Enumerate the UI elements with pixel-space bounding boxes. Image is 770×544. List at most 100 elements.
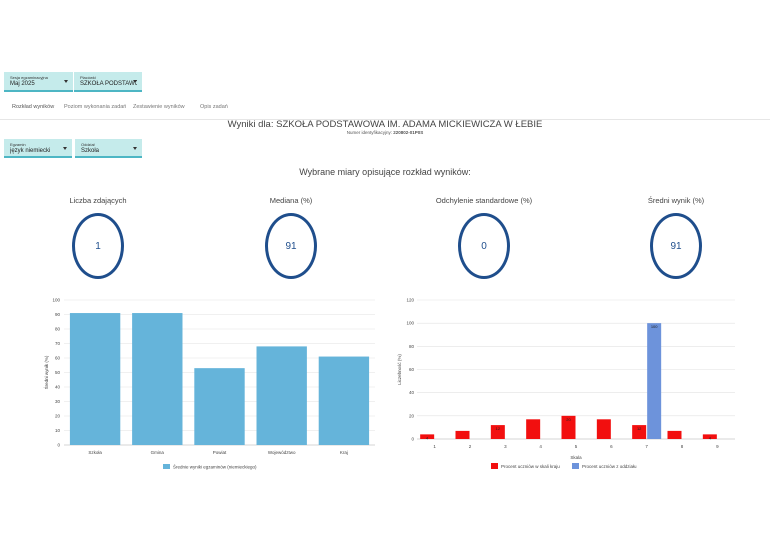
bar	[702, 434, 717, 439]
exam-dropdown-label: Egzamin	[10, 142, 26, 147]
data-label: 12	[496, 426, 501, 431]
average-results-chart: 0 10 20 30 40 50 60 70 80 90 100 Szkoła Gmina Powiat W…	[42, 298, 375, 470]
bar	[561, 415, 576, 439]
x-tick-label: 5	[575, 444, 578, 449]
y-tick-label: 40	[409, 390, 415, 395]
legend-swatch	[572, 463, 579, 469]
y-tick-label: 0	[57, 443, 60, 448]
tab-distribution[interactable]: Rozkład wyników	[12, 104, 55, 110]
y-tick-label: 90	[55, 312, 61, 317]
data-label: 4	[709, 435, 712, 440]
metric-circle-mean: 91	[650, 213, 702, 279]
y-tick-label: 20	[409, 413, 415, 418]
legend-swatch	[163, 464, 170, 469]
y-tick-label: 120	[406, 298, 414, 303]
y-tick-label: 100	[406, 321, 414, 326]
y-tick-label: 60	[409, 367, 415, 372]
bar	[132, 313, 183, 445]
exam-dropdown-value: język niemiecki	[10, 148, 51, 154]
section-title: Wybrane miary opisujące rozkład wyników:	[299, 167, 471, 177]
bar	[667, 430, 682, 439]
metric-circle-count: 1	[72, 213, 124, 279]
y-tick-label: 70	[55, 341, 61, 346]
x-tick-label: 2	[469, 444, 472, 449]
x-tick-label: Gmina	[151, 450, 165, 455]
school-id: Numer identyfikacyjny: 220802-01P0S	[0, 130, 770, 135]
bar	[490, 425, 505, 439]
legend-swatch	[491, 463, 498, 469]
y-tick-label: 30	[55, 399, 61, 404]
y-tick-label: 10	[55, 428, 61, 433]
metric-value-stddev: 0	[481, 240, 487, 252]
x-tick-label: 3	[504, 444, 507, 449]
y-tick-label: 80	[409, 344, 415, 349]
x-tick-label: Kraj	[340, 450, 348, 455]
metric-label-mean: Średni wynik (%)	[647, 196, 705, 205]
legend-label: Średnie wyniki egzaminów (niemieckiego)	[173, 463, 257, 470]
chevron-down-icon	[133, 80, 137, 83]
bar	[596, 419, 611, 439]
school-dropdown-label: Placówki	[80, 75, 96, 80]
y-tick-label: 50	[55, 370, 61, 375]
bar	[69, 313, 121, 445]
school-id-value: 220802-01P0S	[393, 130, 424, 135]
x-tick-label: 1	[433, 444, 436, 449]
y-tick-label: 0	[411, 437, 414, 442]
unit-dropdown-value: Szkoła	[81, 148, 100, 154]
x-tick-label: 9	[716, 444, 719, 449]
metric-circle-stddev: 0	[458, 213, 510, 279]
school-dropdown[interactable]: Placówki SZKOŁA PODSTAWOWA...	[74, 72, 142, 92]
metric-label-count: Liczba zdających	[69, 196, 127, 205]
tab-summary[interactable]: Zestawienie wyników	[133, 104, 185, 110]
y-tick-label: 60	[55, 356, 61, 361]
metric-label-stddev: Odchylenie standardowe (%)	[435, 196, 533, 205]
data-label: 20	[566, 417, 571, 422]
x-tick-label: Szkoła	[88, 450, 102, 455]
x-tick-label: 6	[610, 444, 613, 449]
chevron-down-icon	[64, 80, 68, 83]
bar	[455, 430, 470, 439]
legend-label: Procent uczniów w skali kraju	[501, 464, 560, 469]
session-dropdown[interactable]: Sesja egzaminacyjna Maj 2025	[4, 72, 73, 92]
bar	[632, 425, 647, 439]
tab-task-description[interactable]: Opis zadań	[200, 104, 228, 110]
y-tick-label: 80	[55, 327, 61, 332]
y-tick-label: 40	[55, 385, 61, 390]
bar	[256, 346, 307, 445]
tab-bar: Rozkład wyników Poziom wykonania zadań Z…	[0, 101, 770, 120]
x-tick-label: 7	[645, 444, 648, 449]
unit-dropdown-label: Oddział	[81, 142, 95, 147]
session-dropdown-value: Maj 2025	[10, 81, 35, 87]
bar	[194, 368, 245, 445]
x-axis-label: Skala	[570, 455, 582, 460]
y-tick-label: 100	[52, 298, 60, 303]
session-dropdown-label: Sesja egzaminacyjna	[10, 75, 48, 80]
school-id-label: Numer identyfikacyjny:	[346, 130, 392, 135]
x-tick-label: Powiat	[213, 450, 227, 455]
x-tick-label: 4	[539, 444, 542, 449]
metric-circle-median: 91	[265, 213, 317, 279]
metric-label-median: Mediana (%)	[269, 196, 313, 205]
data-label: 4	[426, 435, 429, 440]
chevron-down-icon	[133, 147, 137, 150]
data-label: 100	[651, 324, 658, 329]
bar	[318, 356, 370, 445]
x-tick-label: Województwo	[268, 450, 296, 455]
metric-value-median: 91	[285, 240, 297, 252]
school-dropdown-value: SZKOŁA PODSTAWOWA...	[80, 81, 137, 87]
y-axis-label: Średni wynik (%)	[42, 355, 49, 389]
page-title: Wyniki dla: SZKOŁA PODSTAWOWA IM. ADAMA …	[227, 119, 543, 130]
unit-dropdown[interactable]: Oddział Szkoła	[75, 139, 142, 158]
legend-label: Procent uczniów z oddziału	[582, 464, 637, 469]
metric-value-mean: 91	[670, 240, 682, 252]
chevron-down-icon	[63, 147, 67, 150]
bar	[420, 434, 435, 439]
bar	[526, 419, 541, 439]
exam-dropdown[interactable]: Egzamin język niemiecki	[4, 139, 72, 158]
tab-task-level[interactable]: Poziom wykonania zadań	[64, 104, 127, 110]
bar	[647, 323, 662, 439]
y-axis-label: Liczebność (%)	[397, 354, 402, 385]
data-label: 12	[637, 426, 642, 431]
x-tick-label: 8	[681, 444, 684, 449]
